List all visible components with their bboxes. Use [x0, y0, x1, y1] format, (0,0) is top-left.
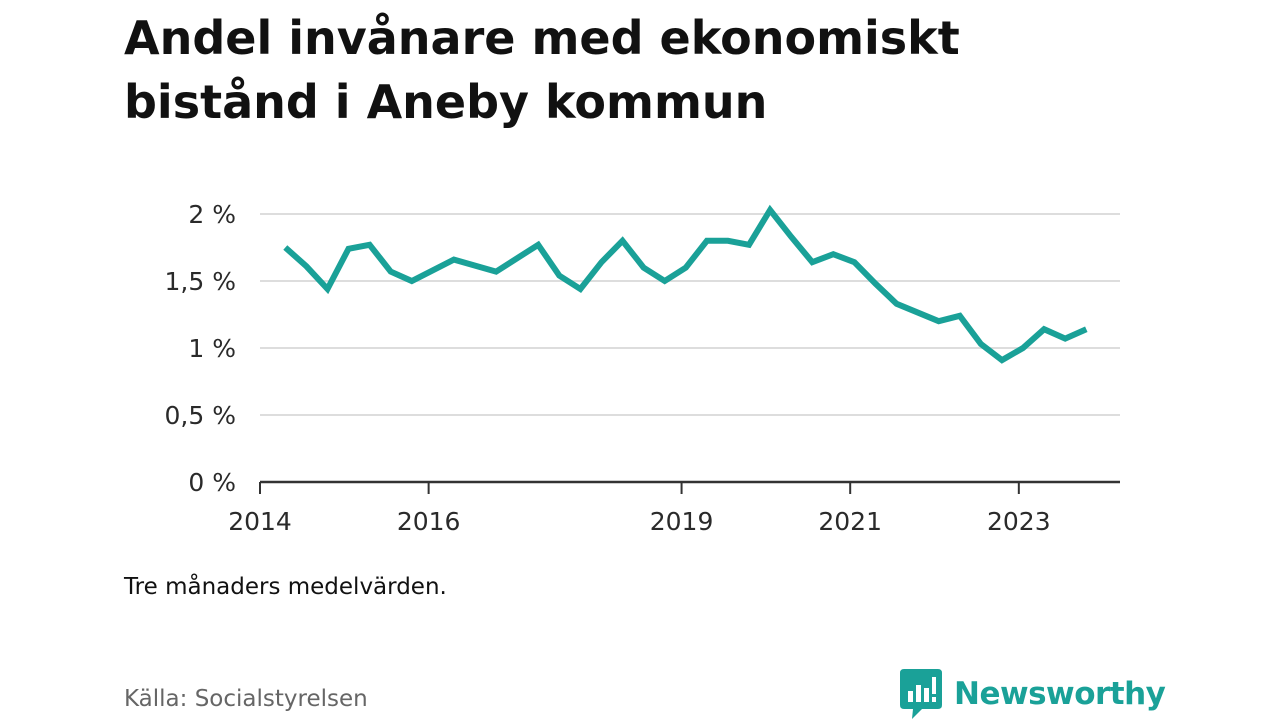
y-tick-label: 0,5 % — [165, 401, 236, 430]
chart-note: Tre månaders medelvärden. — [124, 574, 447, 600]
x-tick-label: 2019 — [650, 507, 714, 536]
x-axis — [259, 480, 1120, 494]
brand-name: Newsworthy — [954, 676, 1166, 712]
chart-title: Andel invånare med ekonomiskt bistånd i … — [124, 11, 960, 129]
y-tick-label: 0 % — [188, 468, 236, 497]
series-line — [283, 204, 1088, 364]
y-tick-label: 2 % — [188, 200, 236, 229]
gridlines — [260, 213, 1120, 416]
y-axis-labels: 0 % 0,5 % 1 % 1,5 % 2 % — [165, 200, 236, 497]
newsworthy-logo-icon — [900, 669, 942, 719]
series-layer — [283, 204, 1088, 364]
brand-logo: Newsworthy — [900, 668, 1166, 720]
x-tick-label: 2023 — [987, 507, 1051, 536]
x-axis-labels: 2014 2016 2019 2021 2023 — [228, 507, 1050, 536]
source-text: Källa: Socialstyrelsen — [124, 686, 368, 712]
x-tick-label: 2014 — [228, 507, 292, 536]
x-tick-label: 2021 — [818, 507, 882, 536]
y-tick-label: 1,5 % — [165, 267, 236, 296]
x-tick-label: 2016 — [397, 507, 461, 536]
y-tick-label: 1 % — [188, 334, 236, 363]
